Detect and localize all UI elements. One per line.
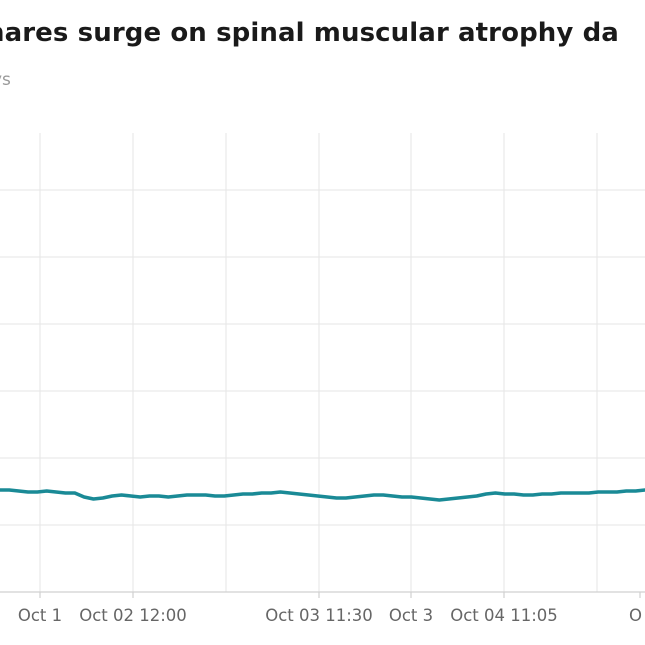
chart-subtitle: ys — [0, 70, 11, 90]
horizontal-gridlines — [0, 189, 645, 526]
chart-title: hares surge on spinal muscular atrophy d… — [0, 18, 619, 48]
x-tick-label: Oct 03 11:30 — [265, 606, 373, 625]
x-tick-label: Oct 1 — [18, 606, 62, 625]
x-tick-label: Oct 02 12:00 — [79, 606, 187, 625]
x-tick-label: Oct 04 11:05 — [450, 606, 558, 625]
x-tick-label: O — [629, 606, 642, 625]
vertical-gridlines — [39, 133, 598, 592]
series-line — [0, 488, 645, 502]
x-axis-tick-labels: Oct 1 Oct 02 12:00 Oct 03 11:30 Oct 3 Oct 04… — [18, 606, 642, 625]
x-tick-label: Oct 3 — [389, 606, 433, 625]
x-axis-ticks — [39, 592, 641, 598]
